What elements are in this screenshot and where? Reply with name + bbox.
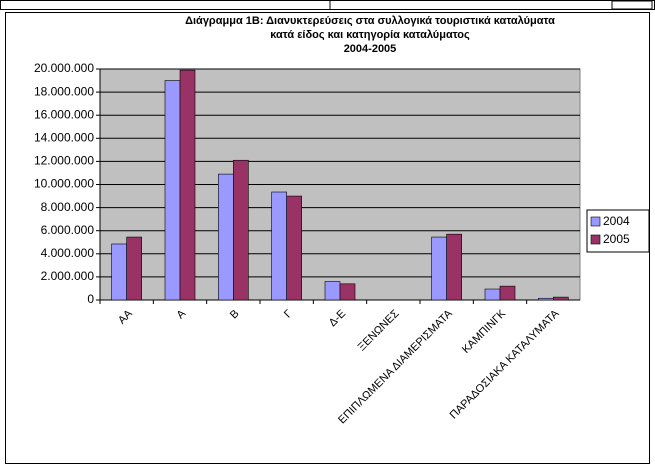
y-tick-label: 8.000.000 [41, 200, 95, 214]
bar [286, 195, 302, 301]
bar [431, 236, 447, 301]
bar [271, 191, 287, 301]
legend-label: 2004 [603, 214, 630, 228]
chart-title-line: κατά είδος και κατηγορία καταλύματος [270, 29, 470, 41]
bar [339, 283, 356, 301]
chart-subtitle: 2004-2005 [344, 43, 397, 55]
y-tick-label: 12.000.000 [34, 154, 94, 168]
legend-swatch [590, 234, 601, 245]
bar [553, 296, 569, 301]
bar [164, 80, 181, 301]
chart-title-line: Διάγραμμα 1Β: Διανυκτερεύσεις στα συλλογ… [185, 15, 555, 27]
y-tick-label: 2.000.000 [41, 269, 95, 283]
legend-label: 2005 [603, 232, 630, 246]
y-tick-label: 0 [87, 292, 94, 306]
legend-swatch [590, 216, 601, 227]
bar [218, 173, 234, 301]
bar [538, 297, 554, 301]
bar [446, 233, 462, 301]
bar [233, 159, 249, 301]
bar [484, 288, 501, 301]
y-tick-label: 16.000.000 [34, 107, 94, 121]
bar [324, 281, 341, 301]
y-tick-label: 20.000.000 [34, 61, 94, 75]
y-tick-label: 14.000.000 [34, 130, 94, 144]
bar [499, 285, 516, 301]
bar [179, 69, 196, 301]
bar [111, 243, 127, 301]
y-tick-label: 6.000.000 [41, 223, 95, 237]
top-strip [0, 0, 655, 10]
bar [126, 236, 142, 301]
y-tick-label: 10.000.000 [34, 177, 94, 191]
y-tick-label: 18.000.000 [34, 84, 94, 98]
y-tick-label: 4.000.000 [41, 246, 95, 260]
strip-box [611, 0, 653, 10]
